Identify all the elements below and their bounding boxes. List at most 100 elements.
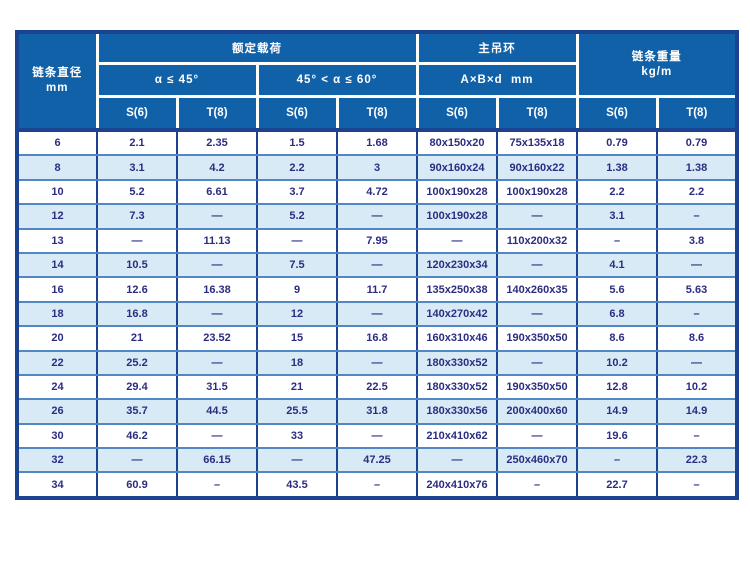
value-cell: 11.13 [176, 227, 258, 254]
value-cell: 5.2 [96, 178, 178, 206]
col-header-main-ring: 主吊环 [415, 30, 579, 65]
row-diameter-cell: 16 [16, 276, 98, 303]
value-cell: — [496, 300, 578, 328]
value-cell: 7.5 [256, 251, 338, 279]
chain-spec-table: 链条直径 mm 额定载荷 主吊环 链条重量 kg/m α ≤ 45° 45° <… [15, 30, 739, 500]
value-cell: 10.2 [576, 349, 658, 376]
value-cell: 19.6 [576, 422, 658, 450]
spec-table-container: 链条直径 mm 额定载荷 主吊环 链条重量 kg/m α ≤ 45° 45° <… [15, 30, 739, 500]
value-cell: 0.79 [576, 127, 658, 157]
value-cell: 2.1 [96, 127, 178, 157]
value-cell: 140x270x42 [416, 300, 498, 328]
value-cell: 11.7 [336, 276, 418, 303]
value-cell: 3.1 [96, 154, 178, 181]
table-row: 16 12.6 16.38 9 11.7 135x250x38 140x260x35 5.6 5… [16, 276, 738, 303]
value-cell: 1.68 [336, 127, 418, 157]
value-cell: 180x330x52 [416, 349, 498, 376]
value-cell: 3.7 [256, 178, 338, 206]
value-cell: 90x160x22 [496, 154, 578, 181]
value-cell: 35.7 [96, 398, 178, 425]
value-cell: – [176, 471, 258, 500]
value-cell: 120x230x34 [416, 251, 498, 279]
value-cell: — [336, 251, 418, 279]
row-diameter-cell: 13 [16, 227, 98, 254]
value-cell: 4.72 [336, 178, 418, 206]
row-diameter-cell: 10 [16, 178, 98, 206]
value-cell: 160x310x46 [416, 325, 498, 352]
row-diameter-cell: 20 [16, 325, 98, 352]
value-cell: — [176, 422, 258, 450]
value-cell: 135x250x38 [416, 276, 498, 303]
header-row-angles: α ≤ 45° 45° < α ≤ 60° A×B×d mm [17, 62, 737, 98]
value-cell: — [496, 422, 578, 450]
row-diameter-cell: 14 [16, 251, 98, 279]
value-cell: 14.9 [656, 398, 738, 425]
value-cell: — [176, 251, 258, 279]
row-diameter-cell: 34 [16, 471, 98, 500]
value-cell: 16.8 [336, 325, 418, 352]
value-cell: 5.6 [576, 276, 658, 303]
value-cell: 23.52 [176, 325, 258, 352]
col-header-chain-weight: 链条重量 kg/m [575, 30, 739, 98]
value-cell: — [256, 227, 338, 254]
value-cell: 66.15 [176, 447, 258, 474]
value-cell: 80x150x20 [416, 127, 498, 157]
value-cell: — [96, 227, 178, 254]
value-cell: 33 [256, 422, 338, 450]
value-cell: 240x410x76 [416, 471, 498, 500]
value-cell: 140x260x35 [496, 276, 578, 303]
value-cell: 0.79 [656, 127, 738, 157]
value-cell: 12.8 [576, 373, 658, 401]
value-cell: 16.8 [96, 300, 178, 328]
value-cell: – [656, 300, 738, 328]
col-header-grade-s6-1: S(6) [95, 95, 179, 132]
value-cell: – [576, 227, 658, 254]
value-cell: 180x330x56 [416, 398, 498, 425]
value-cell: – [656, 422, 738, 450]
value-cell: – [656, 471, 738, 500]
col-header-chain-weight-unit: kg/m [641, 65, 673, 78]
value-cell: 16.38 [176, 276, 258, 303]
value-cell: — [336, 422, 418, 450]
value-cell: — [176, 300, 258, 328]
table-row: 34 60.9–43.5–240x410x76–22.7– [16, 471, 738, 500]
value-cell: — [416, 447, 498, 474]
value-cell: 2.2 [576, 178, 658, 206]
value-cell: — [176, 203, 258, 230]
value-cell: 15 [256, 325, 338, 352]
value-cell: 210x410x62 [416, 422, 498, 450]
value-cell: 60.9 [96, 471, 178, 500]
table-row: 14 10.5—7.5—120x230x34—4.1— [16, 251, 738, 279]
col-header-grade-t8-3: T(8) [495, 95, 579, 132]
row-diameter-cell: 12 [16, 203, 98, 230]
value-cell: — [96, 447, 178, 474]
row-diameter-cell: 30 [16, 422, 98, 450]
value-cell: — [496, 349, 578, 376]
value-cell: – [496, 471, 578, 500]
table-row: 8 3.1 4.2 2.2 3 90x160x24 90x160x22 1.38 1.38 [16, 154, 738, 181]
spec-table-body: 6 2.1 2.35 1.5 1.68 80x150x20 75x135x18 0.79 0.7… [16, 127, 738, 500]
value-cell: – [336, 471, 418, 500]
value-cell: 29.4 [96, 373, 178, 401]
value-cell: — [336, 349, 418, 376]
value-cell: 10.5 [96, 251, 178, 279]
col-header-chain-diameter: 链条直径 mm [15, 30, 99, 132]
col-header-grade-s6-4: S(6) [575, 95, 659, 132]
value-cell: 5.2 [256, 203, 338, 230]
value-cell: — [496, 251, 578, 279]
value-cell: 31.5 [176, 373, 258, 401]
table-row: 20 21 23.52 15 16.8 160x310x46 190x350x50 8.6 8.… [16, 325, 738, 352]
table-row: 12 7.3—5.2—100x190x28—3.1– [16, 203, 738, 230]
value-cell: — [496, 203, 578, 230]
header-row-grades: S(6) T(8) S(6) T(8) S(6) T(8) S(6) T(8) [17, 95, 739, 132]
value-cell: 10.2 [656, 373, 738, 401]
value-cell: 7.95 [336, 227, 418, 254]
value-cell: 5.63 [656, 276, 738, 303]
value-cell: 4.2 [176, 154, 258, 181]
col-header-grade-s6-2: S(6) [255, 95, 339, 132]
col-header-chain-weight-label: 链条重量 [631, 50, 682, 63]
value-cell: 22.5 [336, 373, 418, 401]
value-cell: 22.3 [656, 447, 738, 474]
row-diameter-cell: 22 [16, 349, 98, 376]
value-cell: 200x400x60 [496, 398, 578, 425]
